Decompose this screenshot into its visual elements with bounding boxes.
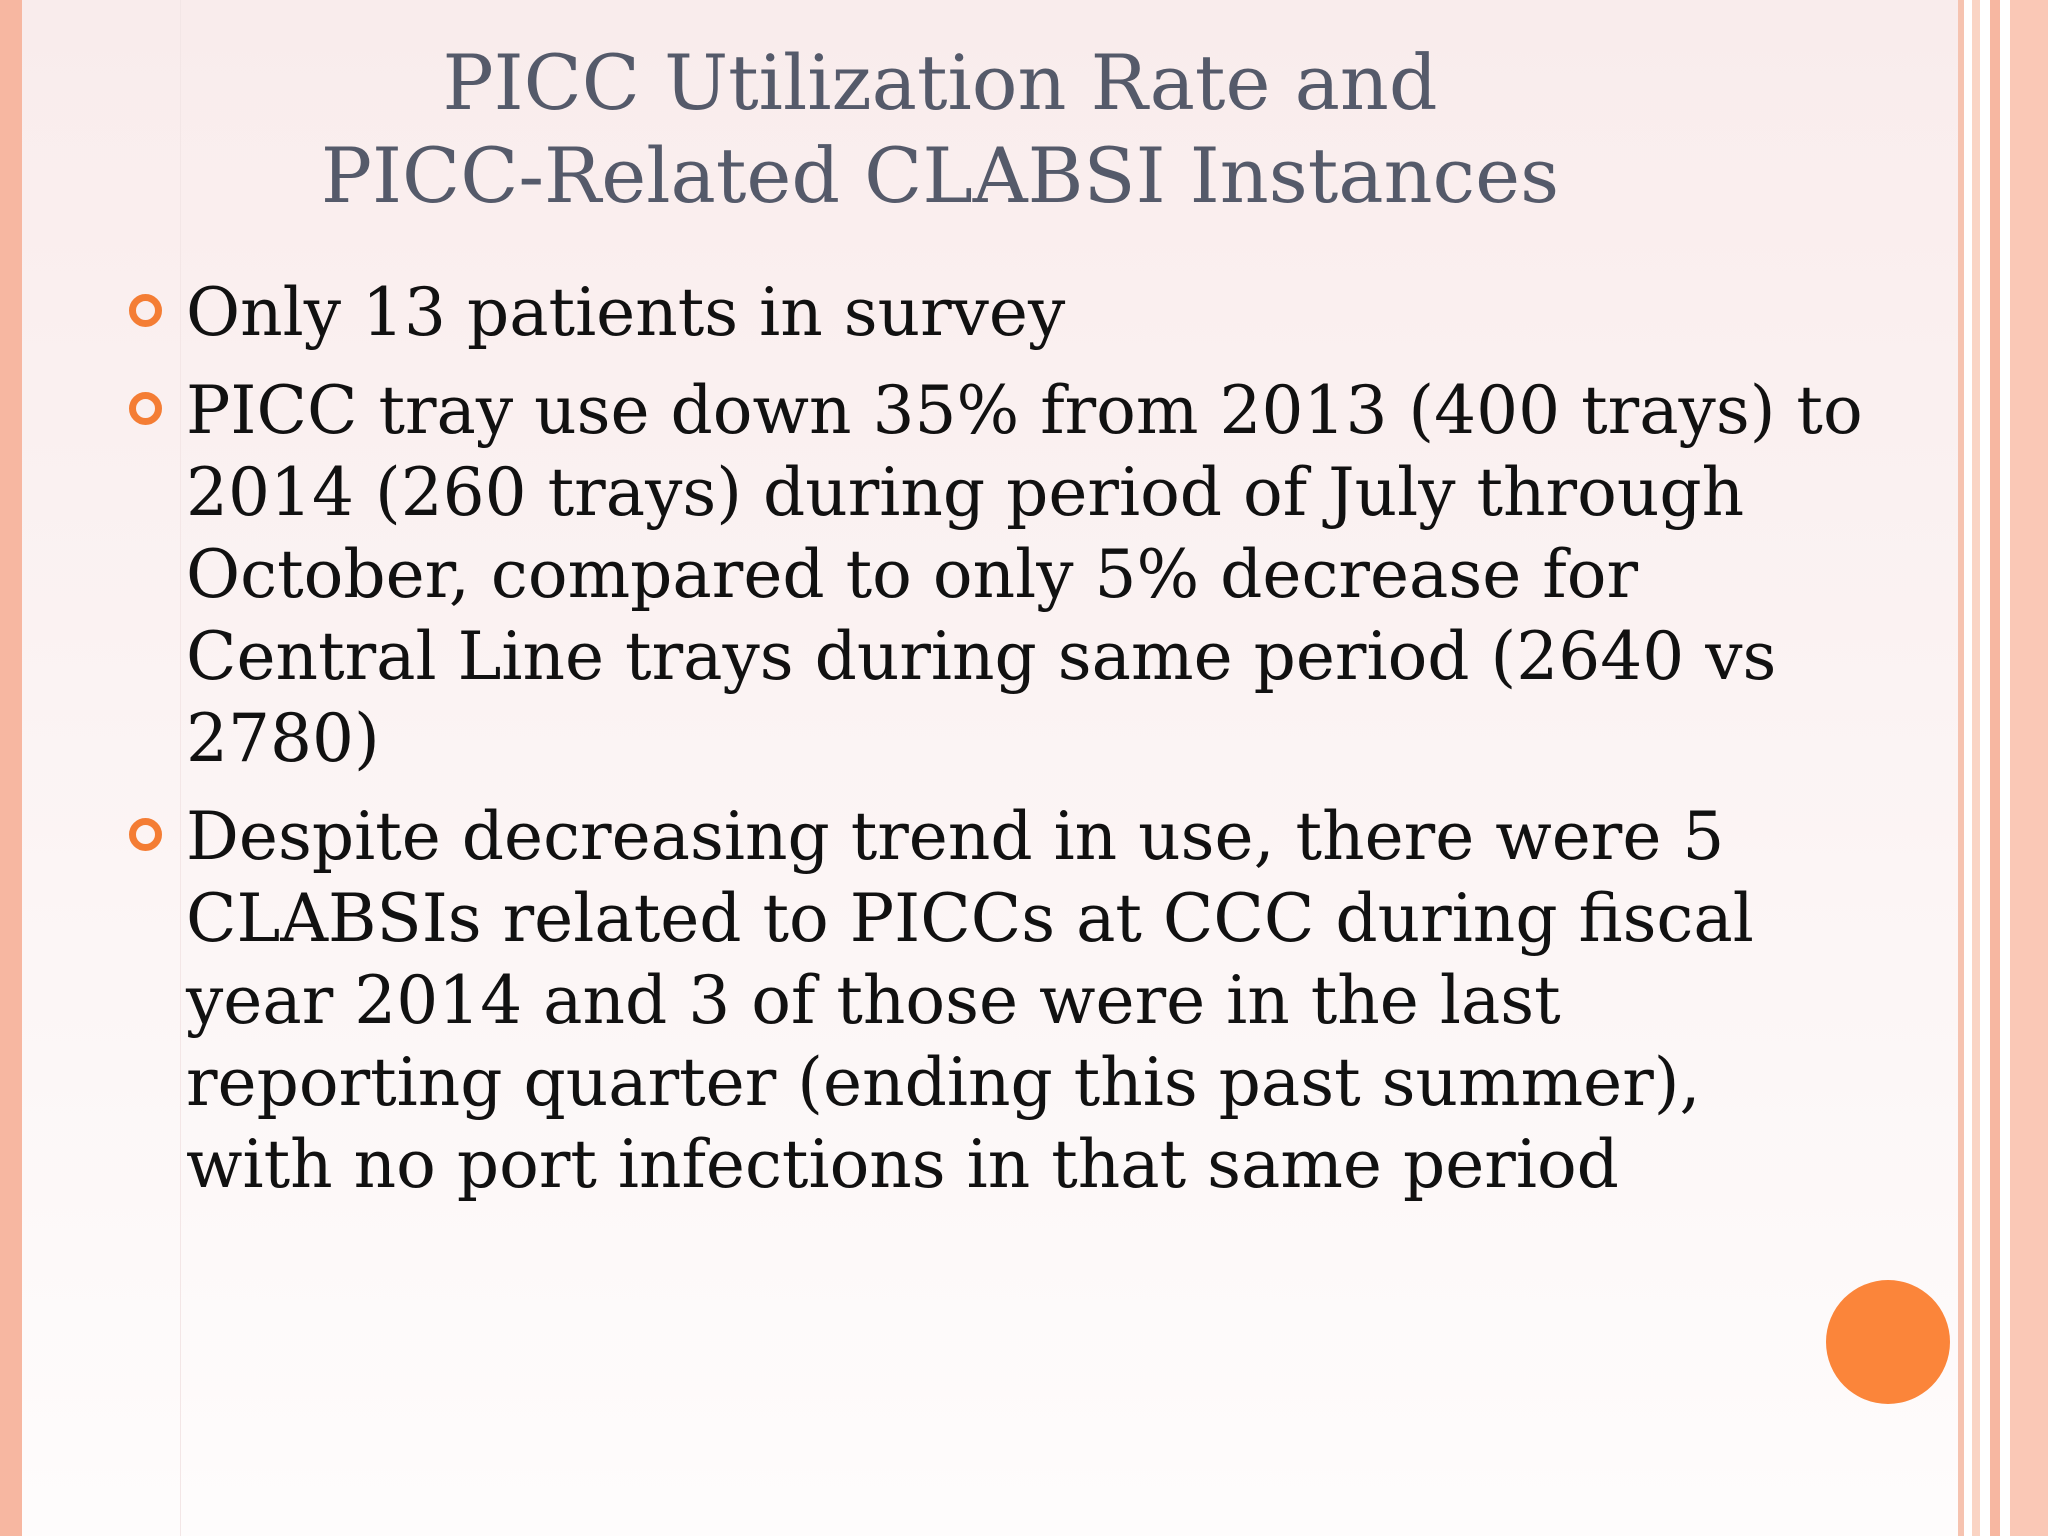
bullet-list: Only 13 patients in survey PICC tray use…	[129, 272, 1906, 1222]
hollow-circle-bullet-icon	[129, 392, 162, 425]
hollow-circle-bullet-icon	[129, 294, 162, 327]
bullet-item-1: Only 13 patients in survey	[129, 272, 1906, 354]
left-guide-line	[180, 0, 181, 1536]
bullet-2-line-5: 2780)	[186, 700, 380, 777]
bullet-item-3: Despite decreasing trend in use, there w…	[129, 796, 1906, 1206]
bullet-3-line-1: Despite decreasing trend in use, there w…	[186, 798, 1725, 875]
hollow-circle-bullet-icon	[129, 818, 162, 851]
orange-circle-decoration	[1826, 1280, 1950, 1404]
bullet-3-line-3: year 2014 and 3 of those were in the las…	[186, 962, 1561, 1039]
bullet-2-line-4: Central Line trays during same period (2…	[186, 618, 1777, 695]
slide-title-line-1: PICC Utilization Rate and	[442, 38, 1438, 127]
right-border-stripe-3	[1990, 0, 2000, 1536]
slide-title: PICC Utilization Rate and PICC-Related C…	[240, 36, 1640, 222]
right-border-stripe-1	[1958, 0, 1964, 1536]
bullet-2-line-2: 2014 (260 trays) during period of July t…	[186, 454, 1745, 531]
bullet-2-line-1: PICC tray use down 35% from 2013 (400 tr…	[186, 372, 1863, 449]
slide-title-line-2: PICC-Related CLABSI Instances	[320, 131, 1560, 220]
right-border-stripe-2	[1972, 0, 1980, 1536]
bullet-item-2: PICC tray use down 35% from 2013 (400 tr…	[129, 370, 1906, 780]
right-border-stripe-4	[2010, 0, 2048, 1536]
left-accent-bar	[0, 0, 22, 1536]
bullet-1-line-1: Only 13 patients in survey	[186, 274, 1066, 351]
bullet-2-line-3: October, compared to only 5% decrease fo…	[186, 536, 1638, 613]
bullet-3-line-4: reporting quarter (ending this past summ…	[186, 1044, 1701, 1121]
bullet-3-line-2: CLABSIs related to PICCs at CCC during f…	[186, 880, 1754, 957]
bullet-3-line-5: with no port infections in that same per…	[186, 1126, 1619, 1203]
